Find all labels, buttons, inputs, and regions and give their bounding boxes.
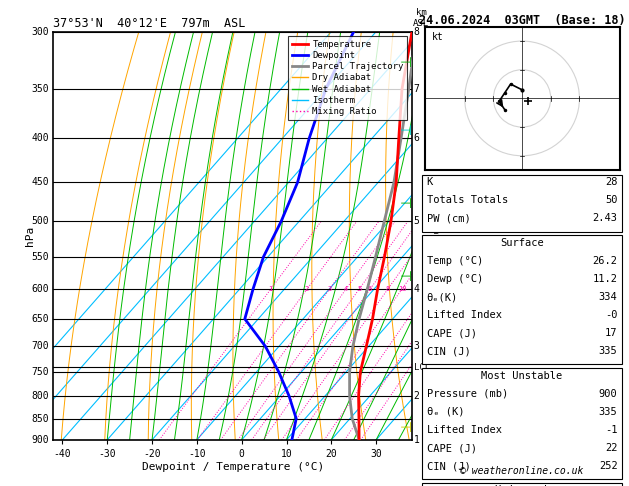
Text: 334: 334 (599, 292, 618, 302)
Text: 17: 17 (605, 328, 618, 338)
Text: 600: 600 (31, 284, 49, 294)
Text: Mixing Ratio (g/kg): Mixing Ratio (g/kg) (431, 185, 440, 287)
Text: 335: 335 (599, 347, 618, 356)
Text: kt: kt (432, 33, 444, 42)
Text: ⊣: ⊣ (400, 124, 412, 138)
FancyBboxPatch shape (423, 235, 621, 364)
Text: 24.06.2024  03GMT  (Base: 18): 24.06.2024 03GMT (Base: 18) (419, 15, 625, 27)
Text: Lifted Index: Lifted Index (426, 310, 501, 320)
Text: -1: -1 (605, 425, 618, 435)
Text: 900: 900 (599, 389, 618, 399)
Text: Temp (°C): Temp (°C) (426, 256, 483, 266)
Text: 335: 335 (599, 407, 618, 417)
Text: 5: 5 (357, 286, 361, 292)
Text: 450: 450 (31, 177, 49, 187)
Text: Most Unstable: Most Unstable (481, 371, 563, 381)
Text: 2.43: 2.43 (593, 213, 618, 224)
Text: 1: 1 (414, 435, 420, 445)
Text: 5: 5 (414, 216, 420, 226)
X-axis label: Dewpoint / Temperature (°C): Dewpoint / Temperature (°C) (142, 462, 324, 471)
Text: hPa: hPa (25, 226, 35, 246)
Text: 350: 350 (31, 84, 49, 94)
Text: 3: 3 (327, 286, 331, 292)
Text: 10: 10 (398, 286, 406, 292)
Text: 500: 500 (31, 216, 49, 226)
Text: 550: 550 (31, 252, 49, 262)
Text: ⊣: ⊣ (400, 197, 412, 211)
Text: ⊣: ⊣ (400, 56, 412, 70)
Text: 300: 300 (31, 27, 49, 36)
Text: 252: 252 (599, 461, 618, 471)
Text: km
ASL: km ASL (413, 8, 429, 28)
Text: 2: 2 (414, 391, 420, 401)
FancyBboxPatch shape (423, 483, 621, 486)
Text: 22: 22 (605, 443, 618, 453)
Text: ⊣: ⊣ (400, 421, 412, 434)
Text: 3: 3 (414, 342, 420, 351)
Text: 700: 700 (31, 342, 49, 351)
Legend: Temperature, Dewpoint, Parcel Trajectory, Dry Adiabat, Wet Adiabat, Isotherm, Mi: Temperature, Dewpoint, Parcel Trajectory… (288, 36, 408, 120)
Text: 11.2: 11.2 (593, 274, 618, 284)
Text: 2: 2 (305, 286, 309, 292)
Text: Pressure (mb): Pressure (mb) (426, 389, 508, 399)
Text: -0: -0 (605, 310, 618, 320)
FancyBboxPatch shape (423, 368, 621, 479)
Text: 7: 7 (414, 84, 420, 94)
Text: ⊣: ⊣ (400, 270, 412, 284)
Text: Surface: Surface (500, 238, 544, 248)
Text: LCL: LCL (414, 363, 430, 372)
Text: CIN (J): CIN (J) (426, 347, 470, 356)
Text: 8: 8 (386, 286, 390, 292)
Text: 750: 750 (31, 367, 49, 377)
Text: Lifted Index: Lifted Index (426, 425, 501, 435)
Text: 4: 4 (344, 286, 348, 292)
Text: 900: 900 (31, 435, 49, 445)
Text: 650: 650 (31, 314, 49, 324)
Text: CAPE (J): CAPE (J) (426, 328, 477, 338)
Text: 400: 400 (31, 134, 49, 143)
Text: θₑ(K): θₑ(K) (426, 292, 458, 302)
Text: 50: 50 (605, 195, 618, 206)
Text: 37°53'N  40°12'E  797m  ASL: 37°53'N 40°12'E 797m ASL (53, 17, 246, 31)
Text: 1: 1 (269, 286, 273, 292)
Text: 800: 800 (31, 391, 49, 401)
Text: Dewp (°C): Dewp (°C) (426, 274, 483, 284)
Text: 850: 850 (31, 414, 49, 424)
Text: 6: 6 (414, 134, 420, 143)
Text: 6: 6 (368, 286, 372, 292)
Text: © weatheronline.co.uk: © weatheronline.co.uk (460, 467, 584, 476)
Text: 4: 4 (414, 284, 420, 294)
Text: 8: 8 (414, 27, 420, 36)
Text: CAPE (J): CAPE (J) (426, 443, 477, 453)
FancyBboxPatch shape (423, 175, 621, 231)
Text: CIN (J): CIN (J) (426, 461, 470, 471)
Text: θₑ (K): θₑ (K) (426, 407, 464, 417)
Text: 28: 28 (605, 177, 618, 187)
Text: 26.2: 26.2 (593, 256, 618, 266)
Text: K: K (426, 177, 433, 187)
Text: Totals Totals: Totals Totals (426, 195, 508, 206)
Text: PW (cm): PW (cm) (426, 213, 470, 224)
